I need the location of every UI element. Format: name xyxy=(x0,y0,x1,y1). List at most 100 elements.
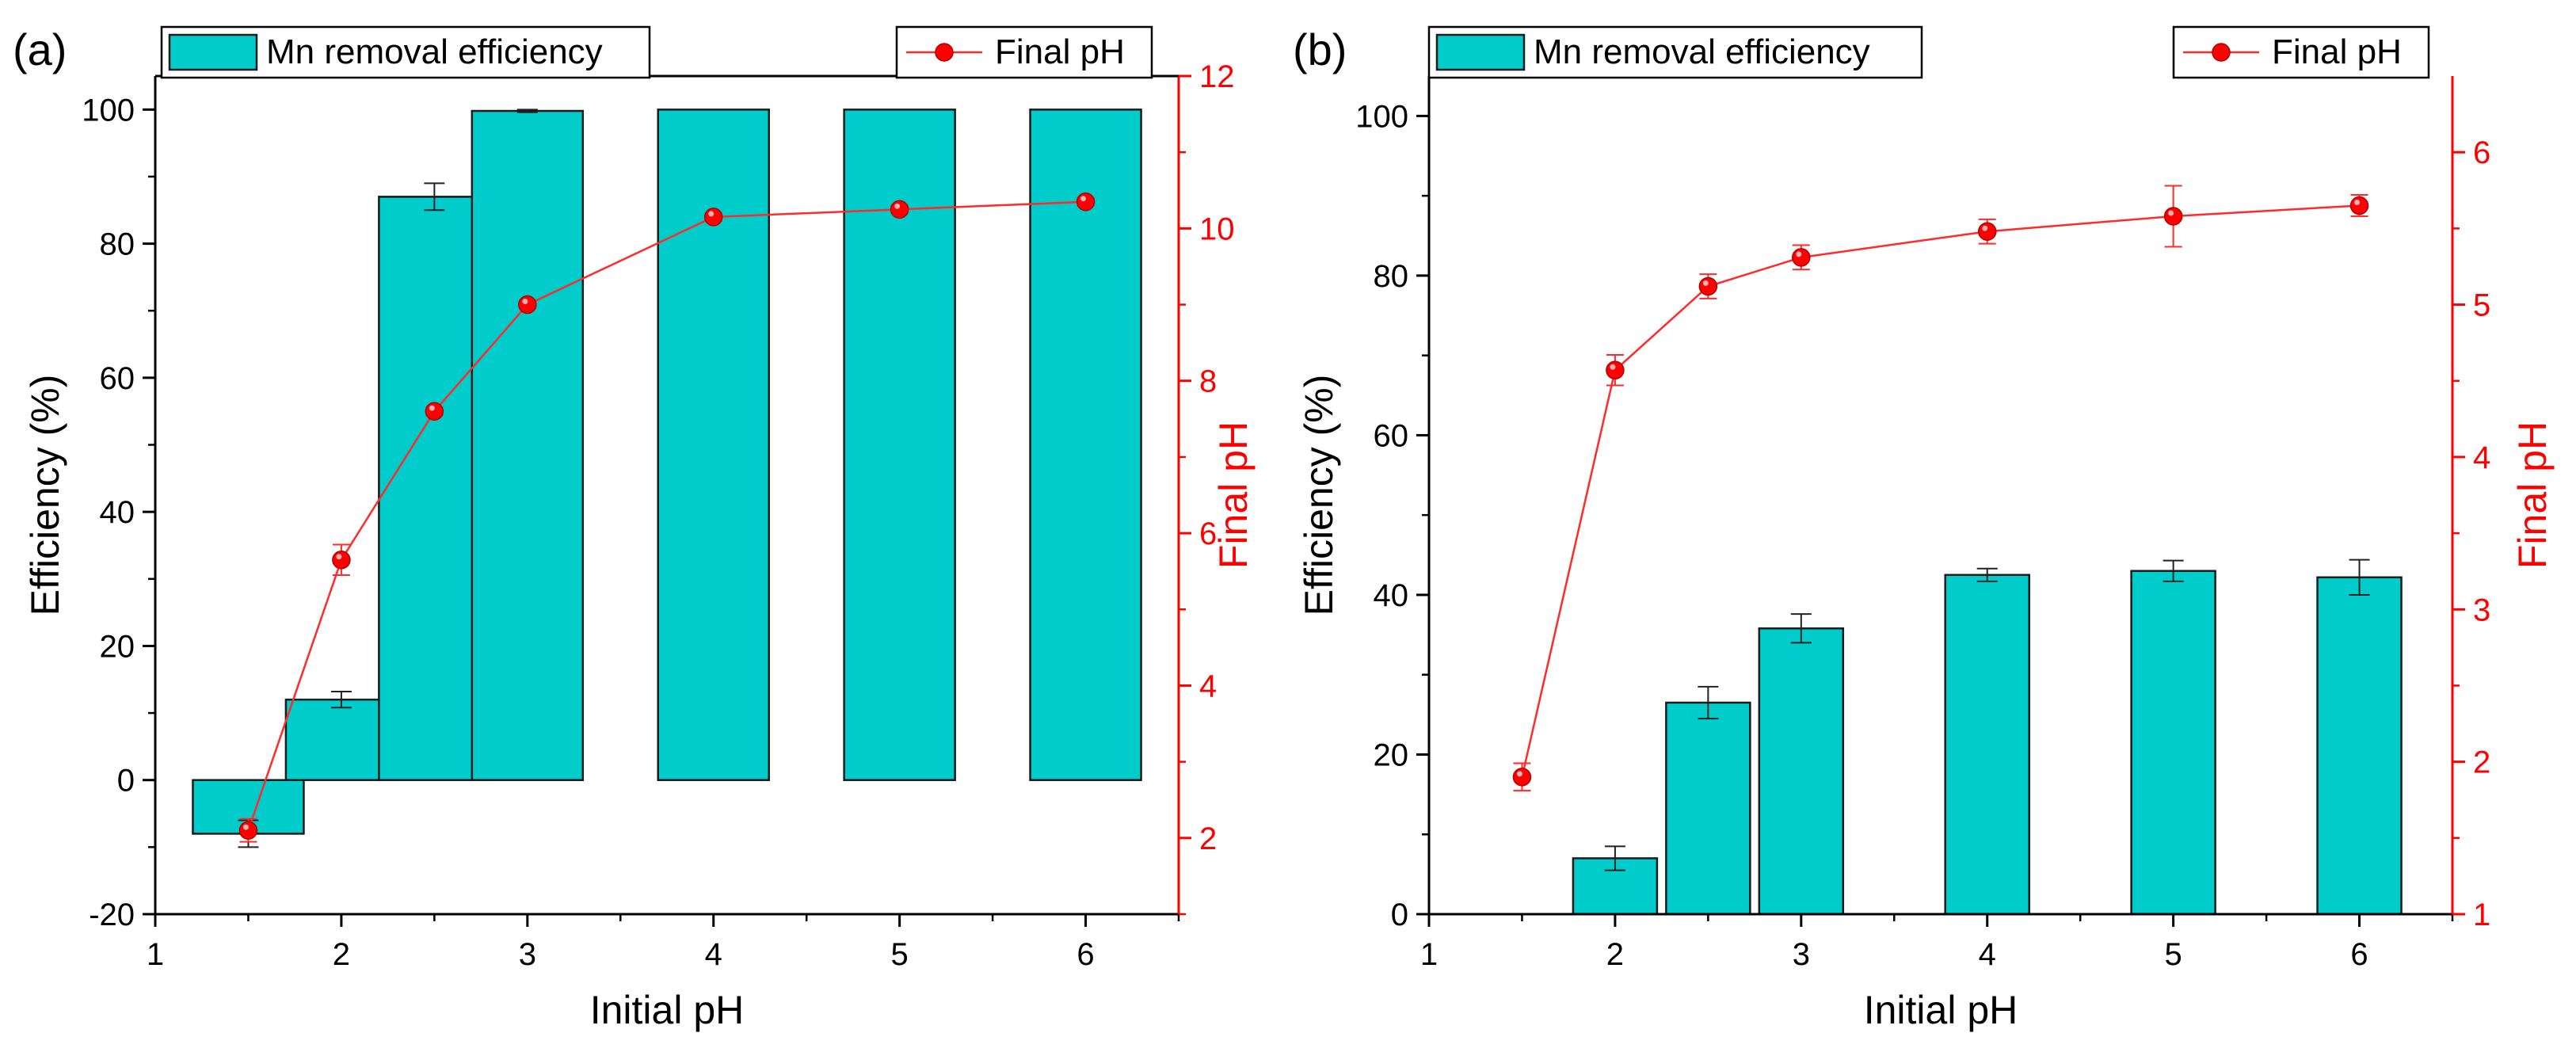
final-ph-point xyxy=(1076,192,1096,212)
y-tick-label: 20 xyxy=(100,629,135,664)
legend-bar-label: Mn removal efficiency xyxy=(266,32,603,71)
legend-line-label: Final pH xyxy=(2272,32,2402,71)
y-tick-label: 100 xyxy=(82,93,135,128)
y-tick-label: 40 xyxy=(100,495,135,530)
bar-error-bar xyxy=(516,109,538,113)
bar xyxy=(1029,109,1142,781)
final-ph-point-highlight xyxy=(522,299,528,305)
x-tick-label: 5 xyxy=(891,937,909,972)
final-ph-point-highlight xyxy=(1516,771,1522,777)
y2-axis-label: Final pH xyxy=(2510,421,2555,569)
y2-tick-label: 6 xyxy=(2473,135,2490,170)
final-ph-point-highlight xyxy=(1796,251,1802,257)
y2-tick-label: 8 xyxy=(1199,364,1217,399)
x-tick-label: 6 xyxy=(2350,937,2368,972)
legend-bar-swatch xyxy=(1435,33,1526,71)
y-tick-label: 60 xyxy=(1374,418,1409,453)
y2-tick-label: 4 xyxy=(1199,669,1217,703)
legend-bar: Mn removal efficiency xyxy=(1427,25,1923,79)
final-ph-point xyxy=(1698,276,1718,296)
x-tick-label: 3 xyxy=(519,937,536,972)
y2-axis-label: Final pH xyxy=(1211,421,1256,569)
x-tick-label: 4 xyxy=(1979,937,1996,972)
final-ph-point xyxy=(425,402,444,421)
legend-bar-label: Mn removal efficiency xyxy=(1534,32,1870,71)
final-ph-point xyxy=(238,821,258,840)
final-ph-point-highlight xyxy=(242,824,249,830)
final-ph-point-highlight xyxy=(429,405,435,411)
bar-error-bar xyxy=(1790,613,1812,644)
y-tick-label: 60 xyxy=(100,361,135,396)
final-ph-point-highlight xyxy=(708,211,714,217)
y2-tick-label: 2 xyxy=(2473,745,2490,780)
final-ph-point xyxy=(1512,768,1532,787)
x-tick-label: 1 xyxy=(1420,937,1438,972)
chart-panel-a: (a)1 2 3 4 5 6-2002040608010024681012Initial … xyxy=(13,25,1256,1032)
x-tick-label: 4 xyxy=(705,937,722,972)
bar xyxy=(1665,701,1751,916)
y2-tick-label: 6 xyxy=(1199,516,1217,551)
bar-series xyxy=(1572,558,2403,916)
line-series xyxy=(238,192,1096,843)
final-ph-point-highlight xyxy=(894,203,901,209)
y-tick-label: 40 xyxy=(1374,578,1409,613)
x-axis-label: Initial pH xyxy=(1864,988,2018,1032)
final-ph-point-highlight xyxy=(1982,225,1988,231)
y-axis-label: Efficiency (%) xyxy=(23,375,67,616)
final-ph-point xyxy=(890,200,909,219)
y-tick-label: 80 xyxy=(1374,259,1409,294)
bar-error-bar xyxy=(2349,558,2370,596)
bar-error-bar xyxy=(1604,845,1625,871)
legend-line-marker xyxy=(935,43,954,62)
x-tick-label: 1 xyxy=(147,937,164,972)
legend-bar: Mn removal efficiency xyxy=(160,25,651,79)
y-axis-label: Efficiency (%) xyxy=(1297,375,1341,616)
y2-tick-label: 10 xyxy=(1199,212,1235,246)
final-ph-point-highlight xyxy=(336,554,342,560)
x-axis-label: Initial pH xyxy=(590,988,745,1032)
bar xyxy=(471,109,585,781)
y-tick-label: 100 xyxy=(1355,99,1408,134)
y2-tick-label: 1 xyxy=(2473,898,2490,932)
line-series xyxy=(1512,185,2369,792)
y2-tick-label: 4 xyxy=(2473,440,2490,475)
final-ph-point xyxy=(703,208,723,227)
bar-error-bar xyxy=(330,690,352,709)
y2-tick-label: 12 xyxy=(1199,59,1235,94)
y-tick-label: 80 xyxy=(100,227,135,262)
bar-series xyxy=(192,109,1142,848)
x-tick-label: 6 xyxy=(1077,937,1094,972)
final-ph-point xyxy=(332,551,351,570)
bar xyxy=(2316,576,2403,916)
final-ph-point-highlight xyxy=(1080,196,1087,202)
panel-label: (b) xyxy=(1293,25,1347,74)
bar xyxy=(1944,574,2030,916)
legend-bar-swatch xyxy=(168,33,258,71)
legend-line-marker xyxy=(2212,43,2231,62)
y2-tick-label: 3 xyxy=(2473,593,2490,627)
final-ph-point-highlight xyxy=(2168,210,2174,216)
bar xyxy=(1758,627,1845,916)
y2-tick-label: 2 xyxy=(1199,821,1217,856)
final-ph-point xyxy=(518,295,537,314)
bar-error-bar xyxy=(2163,559,2184,582)
final-ph-point xyxy=(1792,248,1811,267)
bar xyxy=(843,109,956,781)
final-ph-point xyxy=(1977,222,1997,241)
x-tick-label: 2 xyxy=(333,937,350,972)
legend-line: Final pH xyxy=(895,25,1153,79)
x-tick-label: 2 xyxy=(1606,937,1624,972)
bar-error-bar xyxy=(424,182,445,212)
bar-error-bar xyxy=(1698,685,1719,720)
final-ph-point-highlight xyxy=(1702,280,1709,286)
final-ph-point-highlight xyxy=(1610,364,1616,370)
y-tick-label: 0 xyxy=(1391,898,1408,932)
legend-line: Final pH xyxy=(2172,25,2430,79)
y2-tick-label: 5 xyxy=(2473,288,2490,323)
bar-error-bar xyxy=(1976,567,1998,582)
final-ph-point xyxy=(1606,360,1625,380)
